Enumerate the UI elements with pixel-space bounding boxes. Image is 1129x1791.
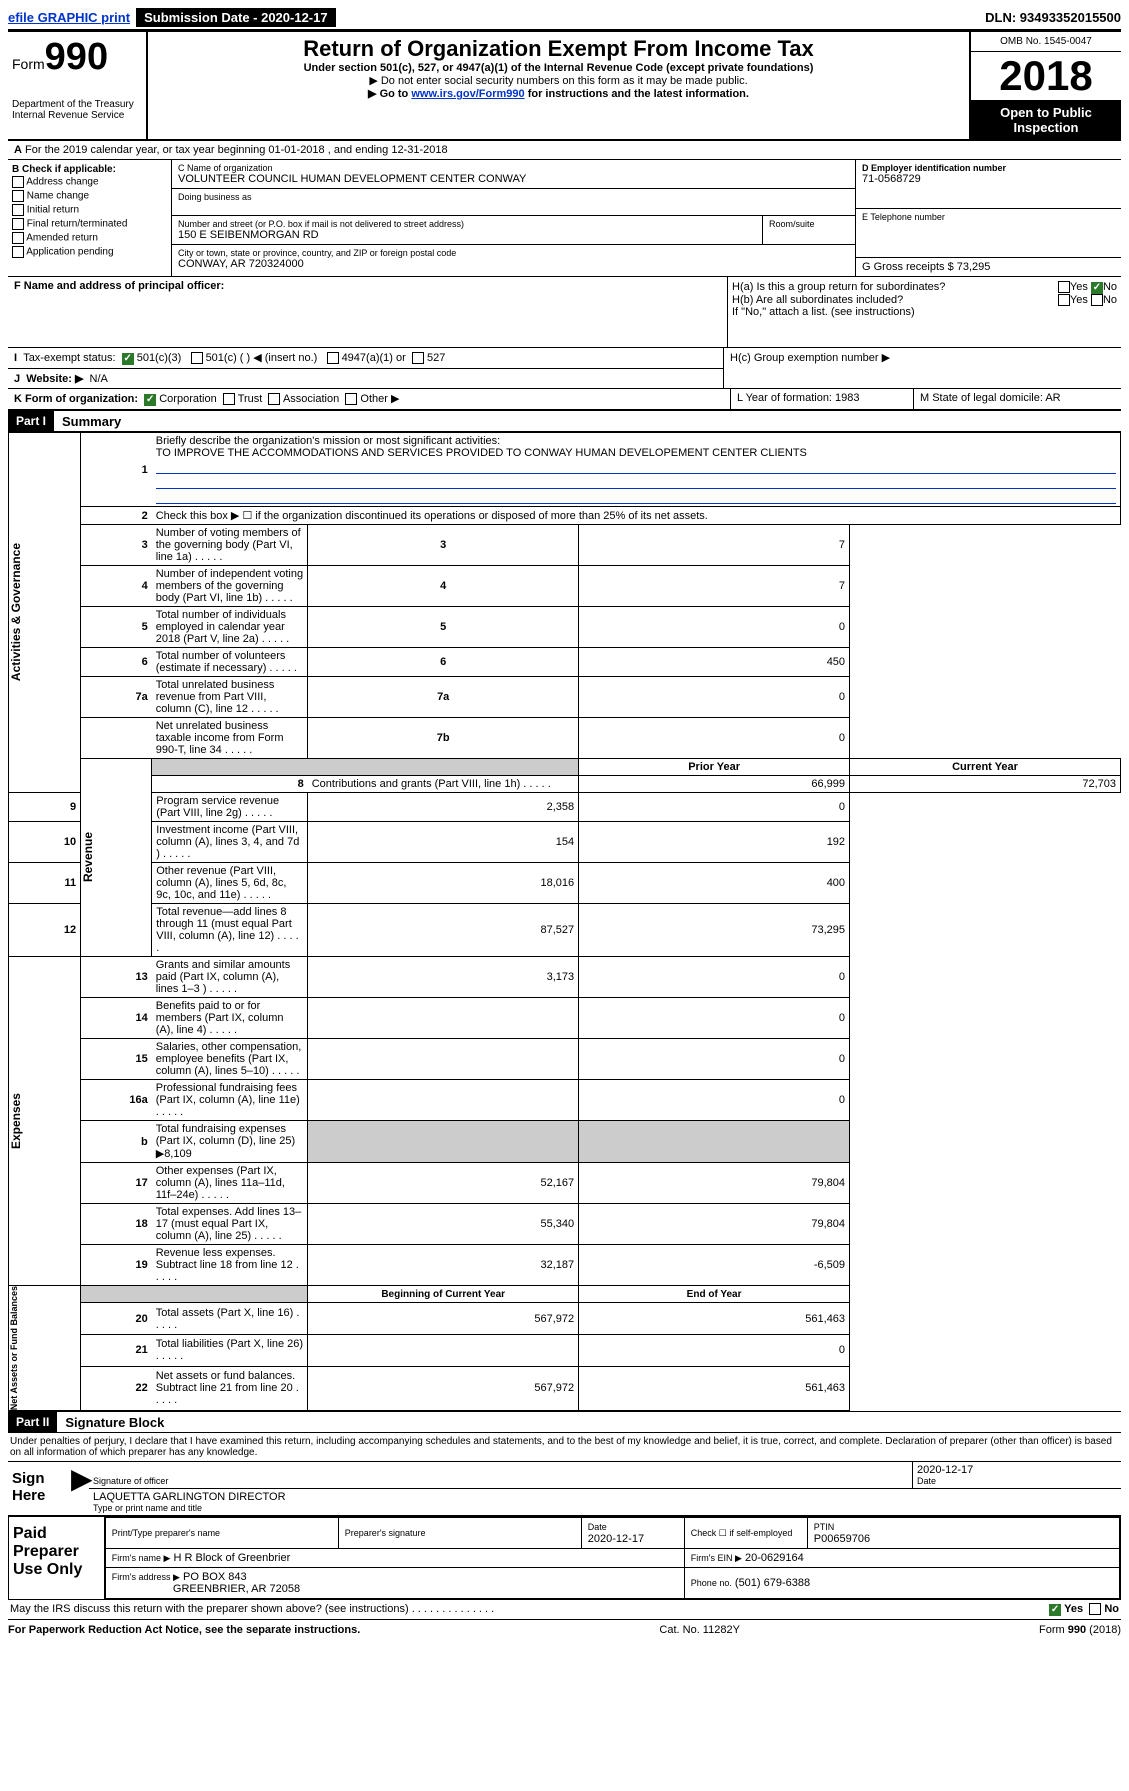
- state-domicile: M State of legal domicile: AR: [914, 389, 1121, 409]
- col-b-checkboxes: B Check if applicable: Address change Na…: [8, 160, 172, 276]
- form-label: Form: [12, 56, 45, 72]
- application-pending-checkbox[interactable]: [12, 246, 24, 258]
- ha-yes-checkbox[interactable]: [1058, 281, 1070, 293]
- ein-value: 71-0568729: [862, 173, 1115, 185]
- hb-yes-checkbox[interactable]: [1058, 294, 1070, 306]
- q2-label: Check this box ▶ ☐ if the organization d…: [152, 507, 1121, 525]
- org-name-label: C Name of organization: [178, 163, 849, 173]
- officer-name-label: Type or print name and title: [93, 1503, 1117, 1513]
- discuss-yes-checkbox[interactable]: ✓: [1049, 1604, 1061, 1616]
- omb-number: OMB No. 1545-0047: [971, 32, 1121, 52]
- paid-preparer-label: Paid Preparer Use Only: [9, 1517, 105, 1599]
- 501c-checkbox[interactable]: [191, 352, 203, 364]
- dba-label: Doing business as: [178, 192, 849, 202]
- h-b-note: If "No," attach a list. (see instruction…: [732, 306, 1117, 318]
- gross-receipts: G Gross receipts $ 73,295: [862, 261, 1115, 273]
- ein-label: D Employer identification number: [862, 163, 1115, 173]
- form-header: Form990 Department of the Treasury Inter…: [8, 32, 1121, 141]
- address-value: 150 E SEIBENMORGAN RD: [178, 229, 756, 241]
- city-value: CONWAY, AR 720324000: [178, 258, 849, 270]
- 501c3-checkbox[interactable]: ✓: [122, 353, 134, 365]
- sig-date: 2020-12-17: [917, 1464, 1117, 1476]
- part-1-title: Summary: [54, 414, 121, 429]
- telephone-label: E Telephone number: [862, 212, 1115, 222]
- subtitle-1: Under section 501(c), 527, or 4947(a)(1)…: [152, 62, 965, 74]
- ha-no-checkbox[interactable]: ✓: [1091, 282, 1103, 294]
- initial-return-checkbox[interactable]: [12, 204, 24, 216]
- name-change-checkbox[interactable]: [12, 190, 24, 202]
- arrow-icon: ▶: [71, 1462, 89, 1515]
- footer-right: Form 990 (2018): [1039, 1624, 1121, 1636]
- form-number: 990: [45, 36, 108, 78]
- part-2-header: Part II: [8, 1412, 57, 1432]
- discuss-label: May the IRS discuss this return with the…: [10, 1603, 1049, 1616]
- corporation-checkbox[interactable]: ✓: [144, 394, 156, 406]
- other-checkbox[interactable]: [345, 393, 357, 405]
- top-bar: efile GRAPHIC print Submission Date - 20…: [8, 8, 1121, 27]
- sig-date-label: Date: [917, 1476, 1117, 1486]
- perjury-declaration: Under penalties of perjury, I declare th…: [8, 1433, 1121, 1462]
- website-label: Website: ▶: [26, 373, 83, 385]
- sign-here-label: Sign Here: [8, 1462, 71, 1515]
- officer-name: LAQUETTA GARLINGTON DIRECTOR: [93, 1491, 1117, 1503]
- website-value: N/A: [90, 373, 108, 385]
- part-2-title: Signature Block: [57, 1415, 164, 1430]
- footer-mid: Cat. No. 11282Y: [659, 1624, 740, 1636]
- line-a-tax-year: A For the 2019 calendar year, or tax yea…: [8, 141, 1121, 160]
- amended-return-checkbox[interactable]: [12, 232, 24, 244]
- 527-checkbox[interactable]: [412, 352, 424, 364]
- sig-officer-label: Signature of officer: [93, 1476, 908, 1486]
- section-k-label: K Form of organization:: [14, 393, 138, 405]
- association-checkbox[interactable]: [268, 393, 280, 405]
- tax-year: 2018: [971, 52, 1121, 101]
- hb-no-checkbox[interactable]: [1091, 294, 1103, 306]
- footer-left: For Paperwork Reduction Act Notice, see …: [8, 1624, 360, 1636]
- h-a-label: H(a) Is this a group return for subordin…: [732, 281, 1058, 294]
- open-public: Open to Public Inspection: [971, 101, 1121, 139]
- year-formation: L Year of formation: 1983: [731, 389, 914, 409]
- subtitle-3: ▶ Go to www.irs.gov/Form990 for instruct…: [152, 87, 965, 100]
- org-name: VOLUNTEER COUNCIL HUMAN DEVELOPMENT CENT…: [178, 173, 849, 185]
- part-1-table: Activities & Governance 1 Briefly descri…: [8, 432, 1121, 1411]
- section-f-label: F Name and address of principal officer:: [14, 280, 224, 292]
- submission-date: Submission Date - 2020-12-17: [136, 8, 336, 27]
- address-change-checkbox[interactable]: [12, 176, 24, 188]
- subtitle-2: ▶ Do not enter social security numbers o…: [152, 74, 965, 87]
- room-label: Room/suite: [769, 219, 849, 229]
- trust-checkbox[interactable]: [223, 393, 235, 405]
- q1-answer: TO IMPROVE THE ACCOMMODATIONS AND SERVIC…: [156, 447, 807, 459]
- tax-exempt-label: Tax-exempt status:: [23, 352, 115, 364]
- final-return-checkbox[interactable]: [12, 218, 24, 230]
- 4947-checkbox[interactable]: [327, 352, 339, 364]
- discuss-no-checkbox[interactable]: [1089, 1603, 1101, 1615]
- city-label: City or town, state or province, country…: [178, 248, 849, 258]
- form-title: Return of Organization Exempt From Incom…: [152, 36, 965, 62]
- irs-label: Internal Revenue Service: [12, 110, 142, 121]
- form990-link[interactable]: www.irs.gov/Form990: [411, 88, 524, 100]
- efile-label[interactable]: efile GRAPHIC print: [8, 10, 130, 25]
- side-label-governance: Activities & Governance: [9, 543, 23, 681]
- dept-treasury: Department of the Treasury: [12, 99, 142, 110]
- h-b-label: H(b) Are all subordinates included?: [732, 294, 1058, 306]
- h-c-label: H(c) Group exemption number ▶: [730, 351, 1115, 364]
- part-1-header: Part I: [8, 411, 54, 431]
- q1-label: Briefly describe the organization's miss…: [156, 435, 500, 447]
- dln: DLN: 93493352015500: [985, 10, 1121, 25]
- address-label: Number and street (or P.O. box if mail i…: [178, 219, 756, 229]
